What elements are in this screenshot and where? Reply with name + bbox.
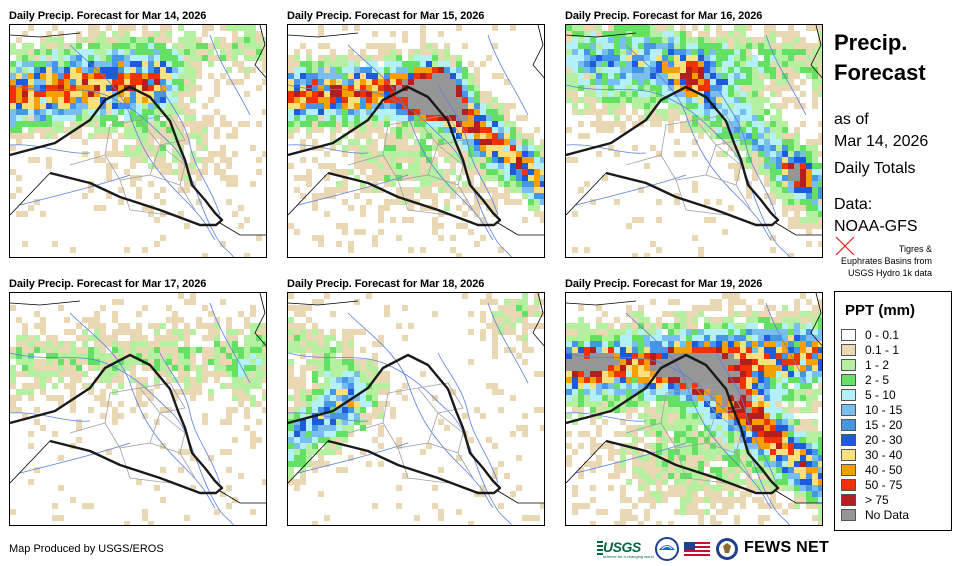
legend-swatch — [841, 448, 856, 461]
map-canvas — [566, 293, 822, 525]
legend-item: 20 - 30 — [841, 432, 902, 447]
us-flag-icon — [684, 542, 710, 556]
precip-map-mar-18[interactable] — [287, 292, 545, 526]
map-canvas — [566, 25, 822, 257]
red-x-icon — [835, 236, 855, 256]
legend-swatch — [841, 328, 856, 341]
map-canvas — [10, 25, 266, 257]
as-of-label: as of — [834, 111, 869, 128]
precip-map-mar-19[interactable] — [565, 292, 823, 526]
legend-label: 10 - 15 — [865, 402, 903, 417]
legend-label: 0.1 - 1 — [865, 342, 900, 357]
precip-map-mar-14[interactable] — [9, 24, 267, 258]
credit-text: Map Produced by USGS/EROS — [9, 543, 164, 555]
sidebar-title: Precip. Forecast — [834, 30, 926, 85]
legend-label: 20 - 30 — [865, 432, 903, 447]
legend-item: 30 - 40 — [841, 447, 902, 462]
panel-title: Daily Precip. Forecast for Mar 17, 2026 — [9, 278, 207, 290]
legend-swatch — [841, 463, 856, 476]
map-canvas — [288, 293, 544, 525]
legend-swatch — [841, 373, 856, 386]
legend-swatch — [841, 388, 856, 401]
usgs-wordmark: USGS — [603, 539, 641, 555]
basin-note: Tigres & Euphrates Basins from USGS Hydr… — [834, 236, 954, 280]
legend-item: 40 - 50 — [841, 462, 902, 477]
totals-label: Daily Totals — [834, 160, 916, 177]
precip-map-mar-15[interactable] — [287, 24, 545, 258]
legend-label: 15 - 20 — [865, 417, 903, 432]
legend-item: 2 - 5 — [841, 372, 889, 387]
as-of-date: Mar 14, 2026 — [834, 133, 929, 150]
legend-item: 1 - 2 — [841, 357, 889, 372]
data-source: NOAA-GFS — [834, 218, 918, 235]
fews-net-wordmark: FEWS NET — [744, 539, 830, 556]
legend-swatch — [841, 418, 856, 431]
panel-title: Daily Precip. Forecast for Mar 19, 2026 — [565, 278, 763, 290]
legend-label: 40 - 50 — [865, 462, 903, 477]
legend-label: 5 - 10 — [865, 387, 896, 402]
map-canvas — [288, 25, 544, 257]
legend-item: 0 - 0.1 — [841, 327, 899, 342]
legend-item: No Data — [841, 507, 909, 522]
legend-swatch — [841, 508, 856, 521]
legend-item: 5 - 10 — [841, 387, 896, 402]
legend-swatch — [841, 478, 856, 491]
legend-label: 2 - 5 — [865, 372, 890, 387]
legend-item: 0.1 - 1 — [841, 342, 899, 357]
legend-swatch — [841, 358, 856, 371]
legend-swatch — [841, 403, 856, 416]
precip-map-mar-17[interactable] — [9, 292, 267, 526]
legend-item: > 75 — [841, 492, 889, 507]
precip-map-mar-16[interactable] — [565, 24, 823, 258]
basin-note-text: Tigres & Euphrates Basins from USGS Hydr… — [840, 244, 932, 278]
legend-item: 50 - 75 — [841, 477, 902, 492]
usgs-logo[interactable]: USGS science for a changing world — [597, 539, 654, 559]
legend-label: 50 - 75 — [865, 477, 903, 492]
panel-title: Daily Precip. Forecast for Mar 18, 2026 — [287, 278, 485, 290]
legend-item: 15 - 20 — [841, 417, 902, 432]
legend-swatch — [841, 493, 856, 506]
map-canvas — [10, 293, 266, 525]
legend-title: PPT (mm) — [845, 302, 916, 319]
legend-swatch — [841, 343, 856, 356]
legend-item: 10 - 15 — [841, 402, 902, 417]
data-label: Data: — [834, 196, 873, 213]
usgs-waves-icon — [597, 541, 603, 555]
legend-label: No Data — [865, 507, 910, 522]
panel-title: Daily Precip. Forecast for Mar 16, 2026 — [565, 10, 763, 22]
legend-label: 0 - 0.1 — [865, 327, 900, 342]
usgs-tagline: science for a changing world — [603, 554, 654, 559]
usaid-seal-icon — [716, 538, 738, 560]
noaa-logo[interactable] — [655, 537, 679, 561]
legend-label: 30 - 40 — [865, 447, 903, 462]
panel-title: Daily Precip. Forecast for Mar 14, 2026 — [9, 10, 207, 22]
legend-swatch — [841, 433, 856, 446]
legend-label: 1 - 2 — [865, 357, 890, 372]
legend-label: > 75 — [865, 492, 889, 507]
panel-title: Daily Precip. Forecast for Mar 15, 2026 — [287, 10, 485, 22]
